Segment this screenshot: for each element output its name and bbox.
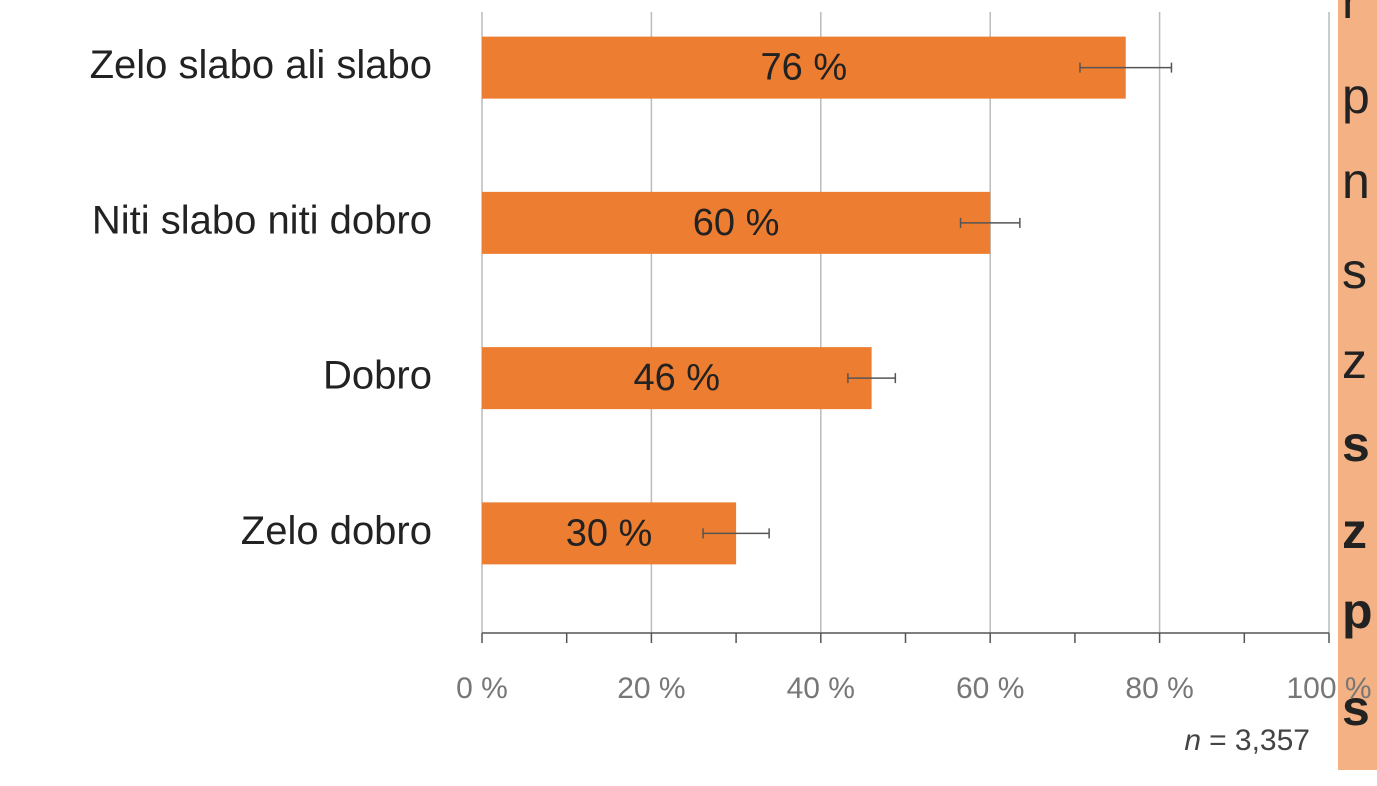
value-label: 60 %: [693, 202, 780, 244]
bar: [482, 191, 991, 254]
side-panel-text: z: [1342, 503, 1367, 559]
side-panel-text: s: [1342, 416, 1370, 472]
error-bar: [1079, 62, 1173, 73]
side-panel-text: r: [1342, 0, 1359, 29]
category-label: Dobro: [323, 354, 432, 398]
note-value: = 3,357: [1209, 724, 1310, 757]
x-tick-label: 40 %: [787, 672, 855, 705]
x-tick-label: 60 %: [956, 672, 1024, 705]
category-label: Niti slabo niti dobro: [92, 198, 432, 242]
value-label: 46 %: [633, 357, 720, 399]
side-panel-text: z: [1342, 333, 1367, 389]
category-label: Zelo dobro: [241, 509, 432, 553]
error-bar: [702, 528, 770, 539]
side-panel-text: p: [1342, 583, 1373, 639]
note-var: n: [1184, 724, 1201, 757]
side-panel-text: s: [1342, 243, 1367, 299]
x-tick-label: 80 %: [1125, 672, 1193, 705]
side-panel-text: p: [1342, 68, 1370, 124]
x-tick-label: 20 %: [617, 672, 685, 705]
category-label: Zelo slabo ali slabo: [90, 43, 432, 87]
bar: [482, 502, 737, 565]
error-bar: [959, 217, 1021, 228]
x-tick-label: 100 %: [1286, 672, 1371, 705]
bar: [482, 347, 872, 410]
side-panel-text: s: [1342, 680, 1370, 736]
note: n = 3,357: [1184, 724, 1310, 757]
side-panel: [1338, 0, 1377, 770]
x-tick-label: 0 %: [456, 672, 508, 705]
value-label: 30 %: [566, 512, 653, 554]
value-label: 76 %: [761, 47, 848, 89]
bar: [482, 36, 1126, 99]
error-bar: [847, 373, 897, 384]
side-panel-text: n: [1342, 153, 1370, 209]
